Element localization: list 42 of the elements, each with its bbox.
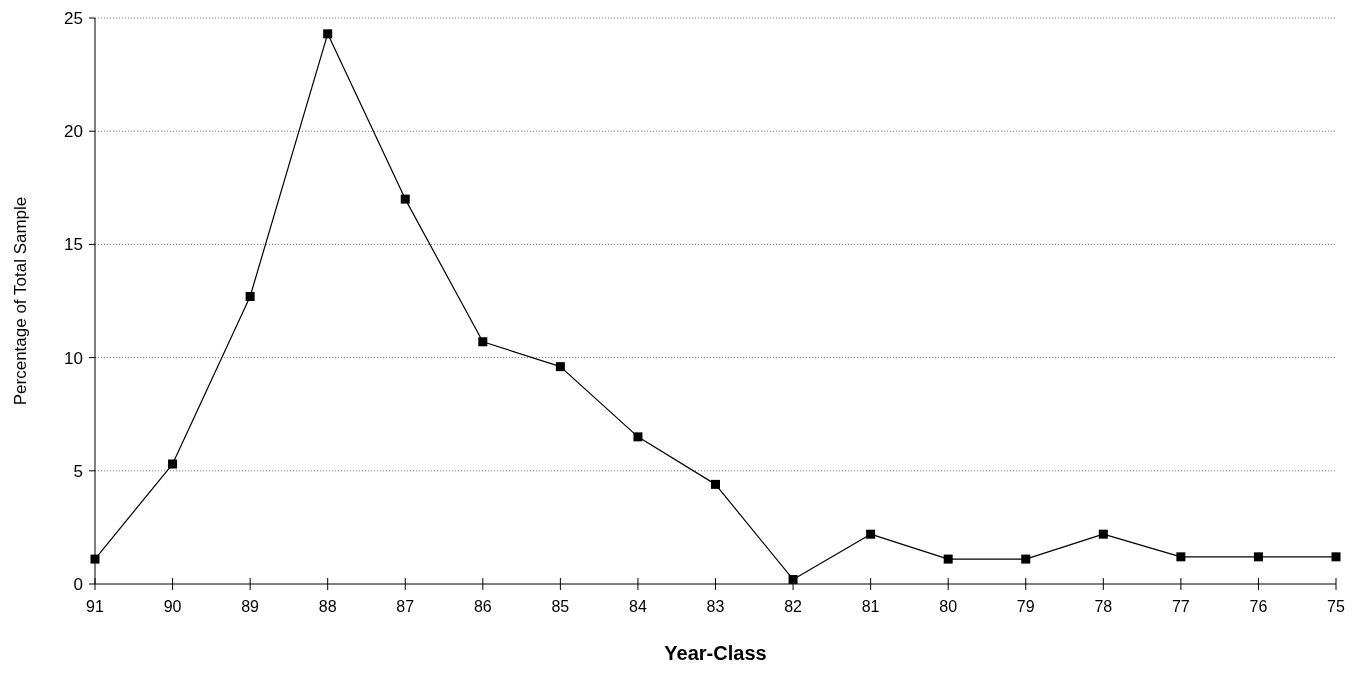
x-tick-label: 89 [241, 598, 260, 615]
point [1253, 552, 1263, 562]
point [323, 29, 333, 39]
y-axis-title: Percentage of Total Sample [11, 196, 30, 406]
x-tick-label: 81 [861, 598, 880, 615]
x-tick-label: 85 [551, 598, 570, 615]
y-tick-label: 0 [73, 574, 83, 594]
point [478, 337, 488, 347]
point [788, 574, 798, 584]
point [168, 459, 178, 469]
x-tick-label: 78 [1094, 598, 1113, 615]
y-tick-label: 15 [64, 235, 83, 255]
point [943, 554, 953, 564]
x-tick-label: 88 [318, 598, 337, 615]
x-tick-label: 90 [163, 598, 182, 615]
x-tick-label: 82 [784, 598, 803, 615]
y-tick-label: 10 [64, 348, 83, 368]
point [711, 479, 720, 489]
x-tick-label: 77 [1171, 598, 1190, 615]
point [1176, 552, 1186, 562]
point [555, 362, 565, 372]
point [245, 291, 255, 301]
point [866, 529, 876, 539]
point [1098, 529, 1108, 539]
point [633, 432, 643, 442]
y-tick-label: 5 [73, 461, 83, 481]
x-tick-label: 91 [86, 598, 104, 615]
x-axis-title: Year-Class [664, 642, 767, 664]
x-tick-label: 80 [939, 598, 958, 615]
x-tick-label: 76 [1249, 598, 1268, 615]
point [400, 194, 410, 204]
x-tick-label: 79 [1016, 598, 1035, 615]
x-tick-label: 83 [706, 598, 725, 615]
x-tick-label: 86 [473, 598, 492, 615]
x-tick-label: 84 [629, 598, 647, 615]
point [1021, 554, 1031, 564]
y-tick-label: 20 [64, 122, 83, 142]
y-tick-label: 25 [64, 8, 83, 28]
point [1331, 552, 1341, 562]
x-tick-label: 87 [396, 598, 415, 615]
point [90, 554, 100, 564]
x-tick-label: 75 [1327, 598, 1345, 615]
